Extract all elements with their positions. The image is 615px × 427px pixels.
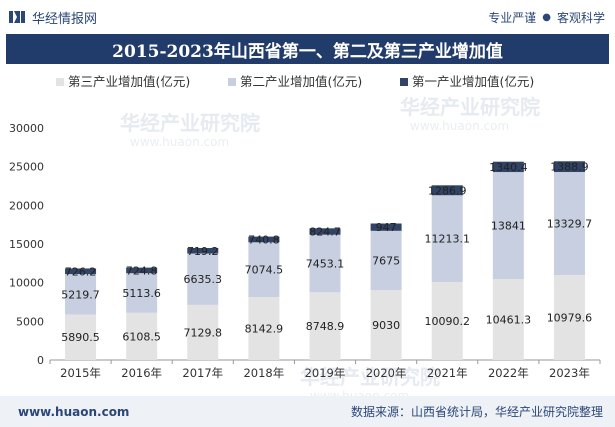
watermark-url: www.huaon.com: [130, 135, 229, 149]
y-tick-label: 20000: [9, 199, 44, 212]
bar-2-7: [431, 195, 463, 282]
watermark-text: 华经产业研究院: [120, 111, 260, 135]
legend-swatch-3: [400, 78, 408, 86]
x-tick-label: 2018年: [243, 366, 284, 380]
bar-3-4: [248, 236, 280, 243]
data-label-1-3: 7129.8: [184, 326, 223, 339]
bar-1-7: [431, 281, 463, 360]
legend-label-3: 第一产业增加值(亿元): [412, 74, 534, 89]
chart-title: 2015-2023年山西省第一、第二及第三产业增加值: [112, 41, 503, 62]
watermark-url: www.huaon.com: [410, 119, 509, 133]
bar-3-9: [553, 161, 585, 173]
brand[interactable]: 华经情报网: [8, 8, 97, 27]
bar-2-5: [309, 234, 341, 293]
x-tick-label: 2022年: [488, 366, 529, 380]
data-label-1-5: 8748.9: [306, 320, 345, 333]
tagline-right: 客观科学: [556, 10, 605, 25]
bar-3-1: [65, 268, 97, 275]
top-bar: 华经情报网 专业严谨 ● 客观科学: [0, 0, 615, 34]
y-tick-label: 10000: [9, 277, 44, 290]
bar-3-6: [370, 223, 402, 231]
data-label-3-8: 1340.4: [489, 161, 528, 174]
huajing-logo-icon: [9, 11, 25, 23]
bar-2-9: [553, 172, 585, 276]
tagline-left: 专业严谨: [488, 10, 537, 25]
data-label-1-8: 10461.3: [486, 314, 532, 327]
data-label-3-9: 1388.9: [550, 161, 589, 174]
brand-name: 华经情报网: [32, 11, 98, 27]
bar-1-5: [309, 292, 341, 360]
data-label-2-6: 7675: [372, 254, 400, 267]
tagline: 专业严谨 ● 客观科学: [488, 9, 605, 26]
data-label-3-4: 740.8: [248, 233, 280, 246]
data-label-1-2: 6108.5: [122, 330, 161, 343]
bar-1-2: [126, 312, 158, 360]
x-tick-label: 2020年: [366, 366, 407, 380]
tagline-separator: ●: [542, 11, 551, 23]
data-label-3-2: 724.8: [126, 264, 158, 277]
data-label-2-8: 13841: [491, 220, 526, 233]
footer-url[interactable]: www.huaon.com: [18, 404, 130, 419]
bar-1-1: [65, 314, 97, 360]
x-tick-label: 2015年: [60, 366, 101, 380]
bar-3-2: [126, 267, 158, 274]
data-label-3-3: 719.2: [187, 245, 219, 258]
legend-swatch-2: [228, 78, 236, 86]
y-tick-label: 15000: [9, 238, 44, 251]
legend-swatch-1: [56, 78, 64, 86]
data-label-2-9: 13329.7: [547, 218, 593, 231]
bar-2-8: [492, 172, 524, 280]
data-label-2-1: 5219.7: [61, 288, 100, 301]
bar-3-3: [187, 247, 219, 254]
data-label-1-7: 10090.2: [424, 315, 470, 328]
data-label-3-6: 947: [376, 221, 397, 234]
x-tick-label: 2016年: [121, 366, 162, 380]
watermark-text: 华经产业研究院: [400, 95, 540, 119]
y-tick-label: 5000: [16, 315, 44, 328]
footer: www.huaon.com 数据来源：山西省统计局，华经产业研究院整理: [0, 396, 615, 427]
data-label-1-1: 5890.5: [61, 331, 100, 344]
data-label-2-3: 6635.3: [184, 273, 223, 286]
bar-3-7: [431, 185, 463, 196]
x-tick-label: 2023年: [549, 366, 590, 380]
bar-1-9: [553, 275, 585, 360]
data-label-2-7: 11213.1: [424, 233, 470, 246]
x-tick-label: 2021年: [427, 366, 468, 380]
watermark-url: www.huaon.com: [310, 389, 409, 396]
bar-2-1: [65, 274, 97, 315]
data-label-1-4: 8142.9: [245, 323, 284, 336]
data-label-2-2: 5113.6: [122, 287, 161, 300]
legend-label-2: 第二产业增加值(亿元): [240, 74, 362, 89]
chart-title-bar: 2015-2023年山西省第一、第二及第三产业增加值: [6, 34, 609, 64]
x-tick-label: 2019年: [305, 366, 346, 380]
y-tick-label: 25000: [9, 161, 44, 174]
data-label-1-6: 9030: [372, 319, 400, 332]
data-label-3-7: 1286.9: [428, 184, 467, 197]
data-label-2-4: 7074.5: [245, 264, 284, 277]
data-label-2-5: 7453.1: [306, 258, 345, 271]
data-label-1-9: 10979.6: [547, 312, 593, 325]
x-tick-label: 2017年: [182, 366, 223, 380]
bar-1-8: [492, 279, 524, 360]
bar-2-3: [187, 253, 219, 305]
data-label-3-1: 726.2: [65, 265, 97, 278]
footer-source: 数据来源：山西省统计局，华经产业研究院整理: [350, 405, 603, 419]
legend-label-1: 第三产业增加值(亿元): [68, 74, 190, 89]
data-label-3-5: 824.7: [309, 226, 341, 239]
bar-1-6: [370, 290, 402, 360]
y-tick-label: 0: [37, 354, 44, 367]
bar-3-8: [492, 161, 524, 173]
bar-2-4: [248, 242, 280, 298]
watermark-text: 华经产业研究院: [300, 365, 440, 389]
bar-1-3: [187, 304, 219, 360]
stacked-bar-chart: 华经产业研究院www.huaon.com华经产业研究院www.huaon.com…: [9, 74, 601, 396]
bar-2-2: [126, 273, 158, 313]
bar-1-4: [248, 297, 280, 360]
bar-2-6: [370, 230, 402, 291]
y-tick-label: 30000: [9, 122, 44, 135]
bar-3-5: [309, 228, 341, 235]
